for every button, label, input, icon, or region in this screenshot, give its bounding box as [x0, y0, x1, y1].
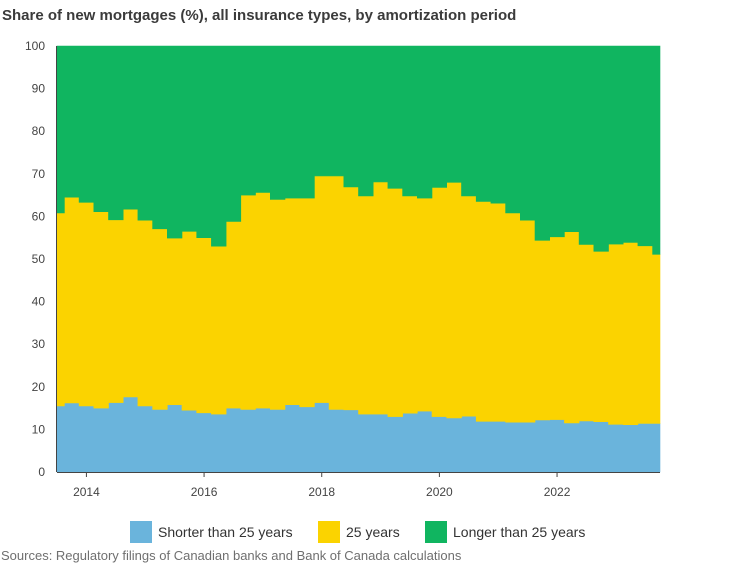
legend-item-shorter[interactable]: Shorter than 25 years — [130, 521, 293, 543]
y-tick-label: 50 — [32, 252, 46, 266]
legend-swatch-longer — [425, 521, 447, 543]
legend-item-25-years[interactable]: 25 years — [318, 521, 400, 543]
chart-title: Share of new mortgages (%), all insuranc… — [2, 7, 517, 24]
source-note: Sources: Regulatory filings of Canadian … — [1, 548, 462, 563]
legend-label-shorter: Shorter than 25 years — [158, 524, 293, 540]
legend-swatch-shorter — [130, 521, 152, 543]
x-tick-label: 2018 — [308, 485, 335, 499]
y-tick-label: 40 — [32, 295, 46, 309]
area-series-2 — [56, 45, 661, 255]
y-tick-label: 0 — [38, 465, 45, 479]
x-tick-label: 2022 — [544, 485, 571, 499]
legend-label-25-years: 25 years — [346, 524, 400, 540]
legend-swatch-25-years — [318, 521, 340, 543]
legend-label-longer: Longer than 25 years — [453, 524, 586, 540]
x-tick-label: 2014 — [73, 485, 100, 499]
y-tick-label: 10 — [32, 422, 46, 436]
x-tick-label: 2020 — [426, 485, 453, 499]
y-tick-label: 90 — [32, 82, 46, 96]
y-tick-label: 60 — [32, 209, 46, 223]
legend-item-longer[interactable]: Longer than 25 years — [425, 521, 585, 543]
y-tick-label: 20 — [32, 380, 46, 394]
y-tick-label: 70 — [32, 167, 46, 181]
y-tick-label: 100 — [25, 39, 45, 53]
legend: Shorter than 25 years 25 years Longer th… — [0, 521, 750, 547]
y-tick-label: 30 — [32, 337, 46, 351]
y-tick-label: 80 — [32, 124, 46, 138]
stacked-area-chart: 0 10 20 30 40 50 60 70 80 90 100 2014 2016 2018 2020 20… — [25, 39, 661, 499]
x-tick-label: 2016 — [191, 485, 218, 499]
